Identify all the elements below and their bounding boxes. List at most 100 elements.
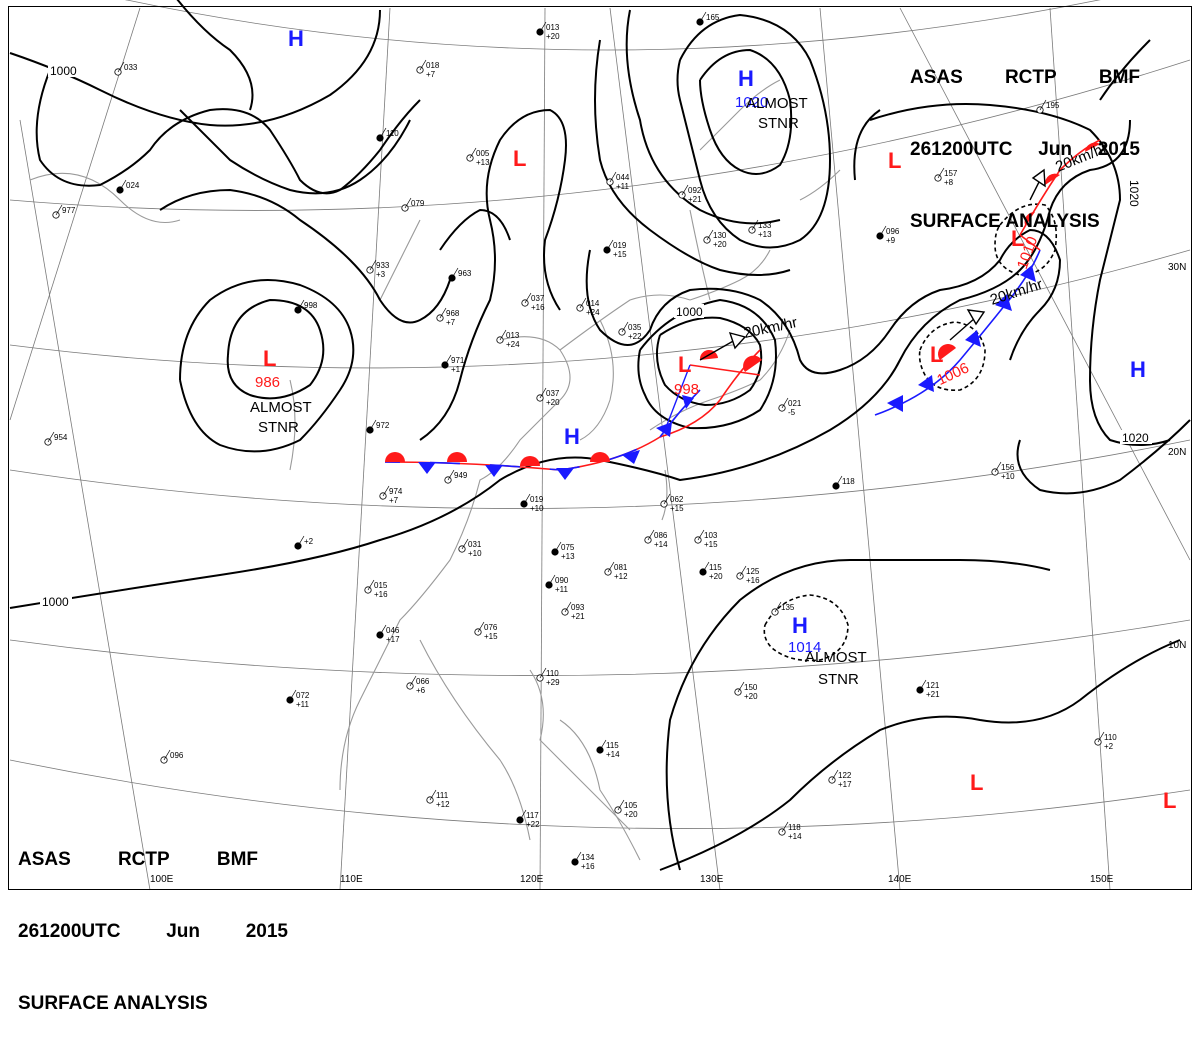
station-value: +14 xyxy=(606,750,620,759)
longitude-label: 130E xyxy=(700,874,724,885)
wind-barb xyxy=(607,561,615,573)
station-value: 118 xyxy=(788,823,801,832)
station-value: 933 xyxy=(376,261,390,270)
title-word: 2015 xyxy=(245,921,288,942)
station-plot: 103+15 xyxy=(694,529,718,549)
station-value: +11 xyxy=(296,700,310,709)
title-line: 261200UTC Jun 2015 xyxy=(18,920,288,944)
station-value: 046 xyxy=(386,626,400,635)
station-plot: 110+29 xyxy=(536,667,560,687)
station-plot: 079 xyxy=(401,197,425,212)
title-word: RCTP xyxy=(1004,67,1057,88)
station-plot: 081+12 xyxy=(604,561,628,581)
station-value: 103 xyxy=(704,531,718,540)
title-line: 261200UTC Jun 2015 xyxy=(910,138,1140,162)
station-plot: 150+20 xyxy=(734,681,758,701)
title-word: BMF xyxy=(216,849,258,870)
pressure-value: 1020 xyxy=(735,94,768,111)
title-line: ASAS RCTP BMF xyxy=(910,66,1140,90)
station-value: 031 xyxy=(468,540,482,549)
wind-barb xyxy=(429,789,437,801)
wind-barb xyxy=(539,667,547,679)
station-plot: 195 xyxy=(1036,99,1060,114)
graticule-labels: 100E 110E 120E 130E 140E 150E 30N 20N 10… xyxy=(150,262,1186,885)
station-plot: 015+16 xyxy=(364,579,388,599)
low-symbol: L xyxy=(930,342,943,367)
title-word: 2015 xyxy=(1097,139,1140,160)
station-plot: 014+24 xyxy=(576,297,600,317)
station-plot: 019+10 xyxy=(520,493,544,513)
station-value: 019 xyxy=(613,241,627,250)
station-plot: 037+16 xyxy=(521,292,545,312)
station-plot: 031+10 xyxy=(458,538,482,558)
station-value: 081 xyxy=(614,563,628,572)
high-symbol: H xyxy=(564,424,580,449)
title-block-top-right: ASAS RCTP BMF 261200UTC Jun 2015 SURFACE… xyxy=(910,18,1140,258)
wind-barb xyxy=(835,475,843,487)
wind-barb xyxy=(367,579,375,591)
wind-barb xyxy=(617,799,625,811)
station-plot: 046+17 xyxy=(376,624,400,644)
station-value: 949 xyxy=(454,471,468,480)
station-plot: 035+22 xyxy=(618,321,642,341)
station-value: +3 xyxy=(376,270,386,279)
wind-barb xyxy=(297,535,305,547)
wind-barb xyxy=(447,469,455,481)
station-value: 021 xyxy=(788,399,802,408)
station-value: 977 xyxy=(62,206,76,215)
station-value: 105 xyxy=(624,801,638,810)
station-value: +22 xyxy=(628,332,642,341)
wind-barb xyxy=(647,529,655,541)
pressure-value: 1014 xyxy=(788,639,821,656)
wind-barb xyxy=(663,493,671,505)
station-value: +2 xyxy=(1104,742,1114,751)
station-value: 117 xyxy=(526,811,539,820)
station-value: 044 xyxy=(616,173,630,182)
wind-barb xyxy=(706,229,714,241)
eastern-front xyxy=(874,139,1101,416)
wind-barb xyxy=(439,307,447,319)
station-plot: 072+11 xyxy=(286,689,310,709)
station-value: +12 xyxy=(436,800,450,809)
isobars xyxy=(9,0,1191,871)
station-value: 118 xyxy=(842,477,855,486)
wind-barb xyxy=(994,461,1002,473)
station-plot: 075+13 xyxy=(551,541,575,561)
station-value: 115 xyxy=(606,741,619,750)
low-symbol: L xyxy=(678,352,691,377)
station-value: 121 xyxy=(926,681,940,690)
wind-barb xyxy=(781,821,789,833)
station-value: +15 xyxy=(670,504,684,513)
station-value: +14 xyxy=(654,540,668,549)
almost-stnr-label: STNR xyxy=(258,419,299,436)
wind-barb xyxy=(548,574,556,586)
station-plot: 998 xyxy=(294,299,318,314)
high-symbol: H xyxy=(792,613,808,638)
station-value: 971 xyxy=(451,356,465,365)
station-value: +21 xyxy=(571,612,585,621)
station-value: +2 xyxy=(304,537,314,546)
station-value: +20 xyxy=(709,572,723,581)
title-word: 261200UTC xyxy=(910,139,1013,160)
wind-barb xyxy=(163,749,171,761)
station-value: +1 xyxy=(451,365,461,374)
station-value: 033 xyxy=(124,63,138,72)
station-plot: 021-5 xyxy=(778,397,802,417)
station-value: 092 xyxy=(688,186,702,195)
pressure-value: 998 xyxy=(674,381,699,398)
station-value: 156 xyxy=(1001,463,1015,472)
wind-barb xyxy=(519,809,527,821)
station-value: 133 xyxy=(758,221,772,230)
station-value: 019 xyxy=(530,495,544,504)
latitude-label: 20N xyxy=(1168,447,1186,458)
wind-barb xyxy=(1039,99,1047,111)
wind-barb xyxy=(444,354,452,366)
station-value: +22 xyxy=(526,820,540,829)
station-value: +16 xyxy=(581,862,595,871)
korea-low-fronts xyxy=(664,364,761,431)
wind-barb xyxy=(409,675,417,687)
title-word: BMF xyxy=(1098,67,1140,88)
longitude-label: 150E xyxy=(1090,874,1114,885)
station-value: 134 xyxy=(581,853,595,862)
